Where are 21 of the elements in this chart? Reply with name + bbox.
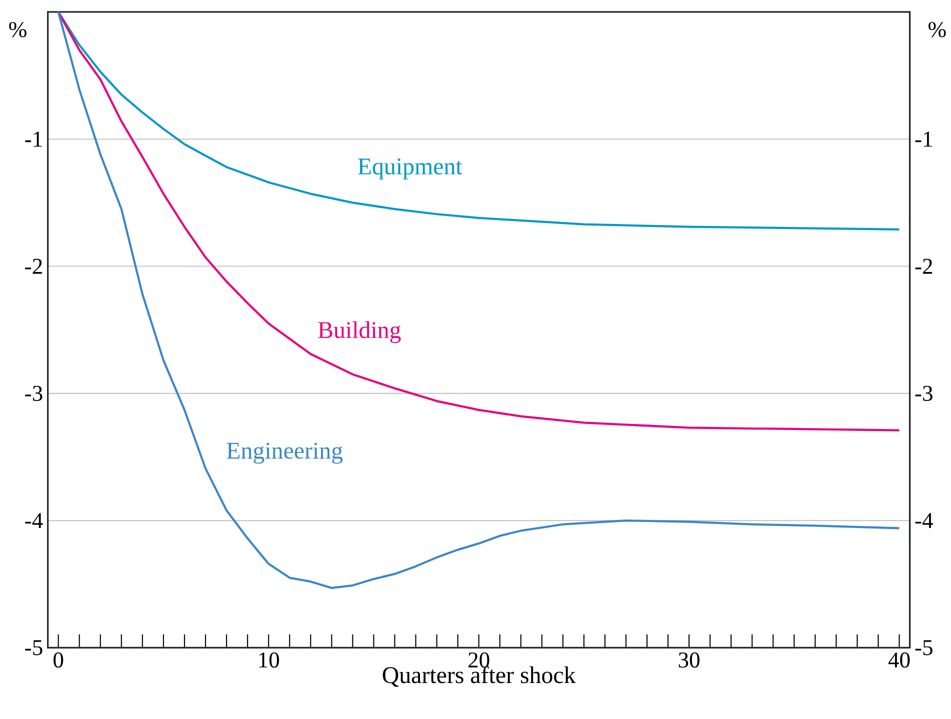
x-tick-label: 40 xyxy=(888,652,910,668)
series-label: Equipment xyxy=(358,158,462,180)
y-tick-label: -1 xyxy=(25,131,42,146)
series-label: Building xyxy=(318,321,401,343)
y-tick-label: -4 xyxy=(25,512,43,528)
y2-tick-label: -1 xyxy=(915,131,932,146)
y-tick-label: -2 xyxy=(25,258,42,274)
x-tick-label: 20 xyxy=(468,652,490,668)
line-series xyxy=(57,10,900,589)
y2-tick-label: -3 xyxy=(915,386,932,401)
y-tick-label: -5 xyxy=(25,640,42,655)
y2-tick-label: -4 xyxy=(915,512,933,528)
x-tick-label: 10 xyxy=(259,652,280,668)
y-axis-title: % xyxy=(9,22,26,38)
y2-tick-label: -2 xyxy=(915,258,932,274)
y2-axis-title: % xyxy=(928,22,946,38)
x-tick-label: 30 xyxy=(678,652,700,668)
series-label: Engineering xyxy=(226,442,343,464)
x-tick-label: 0 xyxy=(54,652,64,668)
y-tick-label: -3 xyxy=(25,386,42,401)
y2-tick-label: -5 xyxy=(915,640,932,655)
